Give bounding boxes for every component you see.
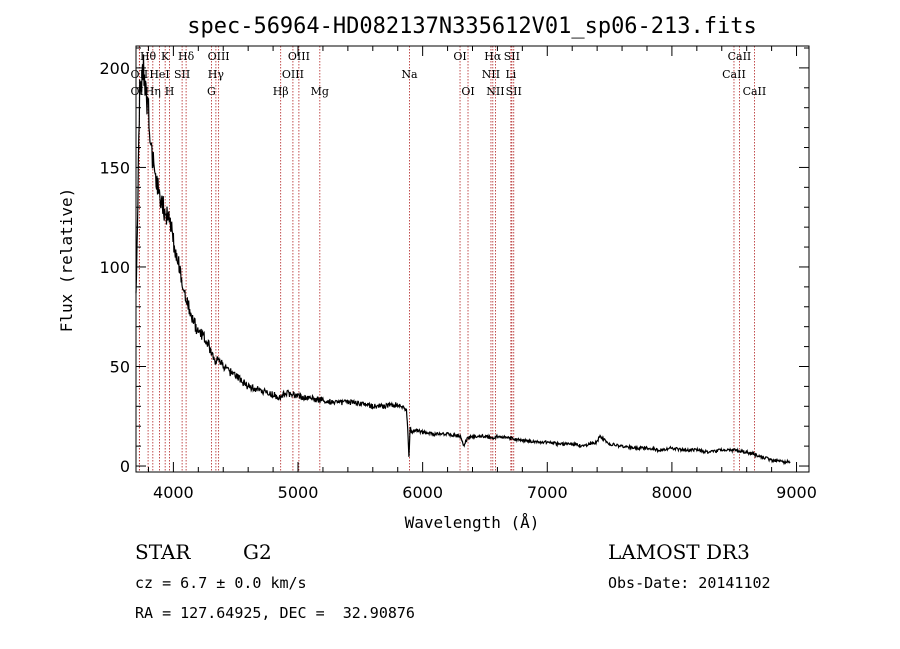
emission-line-label: Hη: [145, 85, 161, 98]
spectrum-line: [135, 54, 791, 466]
y-tick-label: 100: [99, 258, 130, 277]
x-tick-label: 7000: [527, 483, 568, 502]
chart-title: spec-56964-HD082137N335612V01_sp06-213.f…: [187, 14, 757, 39]
y-tick-label: 50: [110, 357, 130, 376]
emission-line-label: Hα: [484, 50, 502, 63]
x-tick-label: 4000: [153, 483, 194, 502]
emission-line-label: NII: [482, 68, 500, 81]
emission-line-label: OI: [461, 85, 474, 98]
emission-line-label: Li: [505, 68, 516, 81]
emission-line-markers: [138, 46, 755, 472]
y-tick-label: 0: [120, 457, 130, 476]
emission-line-label: CaII: [743, 85, 767, 98]
emission-line-label: Mg: [311, 85, 329, 98]
x-tick-label: 5000: [278, 483, 319, 502]
emission-line-label: CaII: [728, 50, 752, 63]
emission-line-label: OIII: [288, 50, 310, 63]
redshift-velocity: cz = 6.7 ± 0.0 km/s: [135, 574, 307, 592]
x-axis-label: Wavelength (Å): [405, 513, 540, 532]
emission-line-label: OIII: [208, 50, 230, 63]
coordinates: RA = 127.64925, DEC = 32.90876: [135, 604, 415, 622]
emission-line-label: G: [207, 85, 216, 98]
plot-frame: [135, 45, 810, 473]
emission-line-label: K: [161, 50, 170, 63]
emission-line-label: OIII: [282, 68, 304, 81]
y-tick-label: 150: [99, 158, 130, 177]
emission-line-label: NII: [486, 85, 504, 98]
x-tick-label: 8000: [652, 483, 693, 502]
emission-line-label: SII: [504, 50, 520, 63]
emission-line-label: Hδ: [178, 50, 195, 63]
y-axis-label: Flux (relative): [57, 188, 76, 333]
emission-line-label: HeI: [149, 68, 169, 81]
object-class: STAR: [135, 540, 191, 564]
emission-line-label: OI: [453, 50, 466, 63]
y-tick-label: 200: [99, 59, 130, 78]
emission-line-label: SII: [174, 68, 190, 81]
emission-line-label: Hγ: [208, 68, 225, 81]
emission-line-label: OII: [131, 68, 149, 81]
observation-date: Obs-Date: 20141102: [608, 574, 771, 592]
emission-line-label: Hβ: [273, 85, 289, 98]
emission-line-label: Na: [401, 68, 418, 81]
emission-line-label: CaII: [722, 68, 746, 81]
survey-name: LAMOST DR3: [608, 540, 750, 564]
x-tick-label: 6000: [402, 483, 443, 502]
x-tick-label: 9000: [776, 483, 817, 502]
axis-ticks: 4000 5000 6000 7000 8000 9000 0 50 100 150 200: [99, 46, 817, 502]
emission-line-label: Hθ: [140, 50, 157, 63]
object-subclass: G2: [243, 540, 272, 564]
emission-line-label: SII: [506, 85, 522, 98]
emission-line-label: H: [165, 85, 175, 98]
